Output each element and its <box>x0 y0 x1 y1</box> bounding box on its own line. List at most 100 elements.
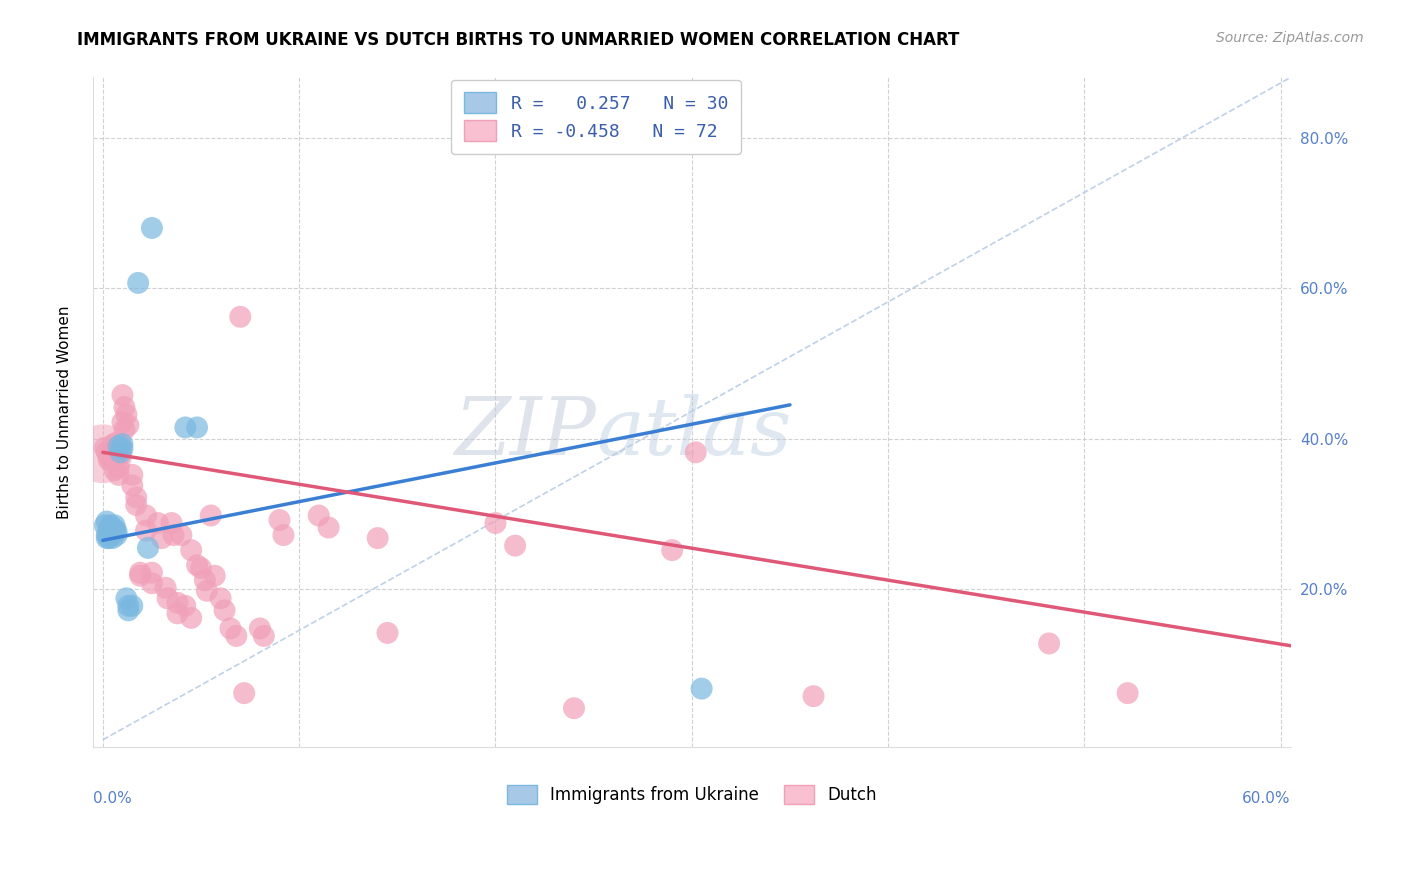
Point <box>94 441 117 455</box>
Point <box>162 528 184 542</box>
Point <box>117 418 139 433</box>
Point <box>111 415 134 429</box>
Point <box>170 528 193 542</box>
Point <box>690 681 713 696</box>
Point <box>377 626 399 640</box>
Point <box>233 686 256 700</box>
Point <box>107 460 129 475</box>
Point <box>661 543 683 558</box>
Point <box>97 528 120 542</box>
Point <box>121 599 143 613</box>
Point <box>190 561 212 575</box>
Point <box>115 408 138 422</box>
Point <box>135 508 157 523</box>
Point <box>141 566 163 580</box>
Point <box>562 701 585 715</box>
Point <box>194 573 217 587</box>
Point <box>110 448 132 462</box>
Point <box>97 448 120 462</box>
Point <box>219 622 242 636</box>
Point <box>105 524 128 539</box>
Point <box>269 513 291 527</box>
Point <box>101 448 124 462</box>
Point <box>94 518 117 533</box>
Point <box>174 420 197 434</box>
Point <box>127 276 149 290</box>
Point <box>121 467 143 482</box>
Legend: Immigrants from Ukraine, Dutch: Immigrants from Ukraine, Dutch <box>499 777 886 813</box>
Point <box>96 515 118 529</box>
Point <box>100 452 122 467</box>
Point <box>209 591 232 606</box>
Point <box>155 581 177 595</box>
Point <box>112 400 135 414</box>
Point <box>100 528 122 542</box>
Text: 60.0%: 60.0% <box>1241 791 1291 805</box>
Point <box>214 603 236 617</box>
Text: IMMIGRANTS FROM UKRAINE VS DUTCH BIRTHS TO UNMARRIED WOMEN CORRELATION CHART: IMMIGRANTS FROM UKRAINE VS DUTCH BIRTHS … <box>77 31 960 49</box>
Point <box>110 445 132 459</box>
Point <box>104 463 127 477</box>
Point <box>146 516 169 530</box>
Point <box>166 607 188 621</box>
Point <box>135 524 157 538</box>
Point <box>685 445 707 459</box>
Point <box>308 508 330 523</box>
Text: ZIP: ZIP <box>454 393 596 471</box>
Point <box>186 420 208 434</box>
Point <box>101 438 124 452</box>
Point <box>100 518 122 533</box>
Point <box>180 543 202 558</box>
Point <box>105 528 128 542</box>
Point <box>1038 636 1060 650</box>
Point <box>117 603 139 617</box>
Point <box>96 445 118 459</box>
Point <box>111 388 134 402</box>
Point <box>112 423 135 437</box>
Point <box>111 442 134 456</box>
Text: 0.0%: 0.0% <box>93 791 132 805</box>
Point <box>91 447 114 461</box>
Point <box>129 568 152 582</box>
Point <box>150 531 173 545</box>
Point <box>101 531 124 545</box>
Point <box>367 531 389 545</box>
Point <box>803 689 825 703</box>
Point <box>129 566 152 580</box>
Point <box>121 478 143 492</box>
Point <box>141 221 163 235</box>
Point <box>253 629 276 643</box>
Point <box>125 498 148 512</box>
Point <box>100 524 122 539</box>
Point <box>166 596 188 610</box>
Point <box>229 310 252 324</box>
Point <box>484 516 506 530</box>
Point <box>273 528 295 542</box>
Point <box>180 611 202 625</box>
Point <box>101 524 124 539</box>
Point <box>110 438 132 452</box>
Point <box>96 528 118 542</box>
Point <box>186 558 208 573</box>
Point <box>503 539 526 553</box>
Point <box>111 437 134 451</box>
Point <box>156 591 179 606</box>
Point <box>1116 686 1139 700</box>
Point <box>97 531 120 545</box>
Point <box>200 508 222 523</box>
Point <box>125 491 148 505</box>
Y-axis label: Births to Unmarried Women: Births to Unmarried Women <box>58 306 72 519</box>
Point <box>136 541 159 555</box>
Text: atlas: atlas <box>596 393 792 471</box>
Point <box>105 435 128 450</box>
Point <box>105 445 128 459</box>
Point <box>204 568 226 582</box>
Point <box>174 599 197 613</box>
Point <box>97 522 120 536</box>
Point <box>225 629 247 643</box>
Point <box>160 516 183 530</box>
Point <box>97 452 120 467</box>
Point <box>115 591 138 606</box>
Point <box>96 531 118 545</box>
Point <box>117 599 139 613</box>
